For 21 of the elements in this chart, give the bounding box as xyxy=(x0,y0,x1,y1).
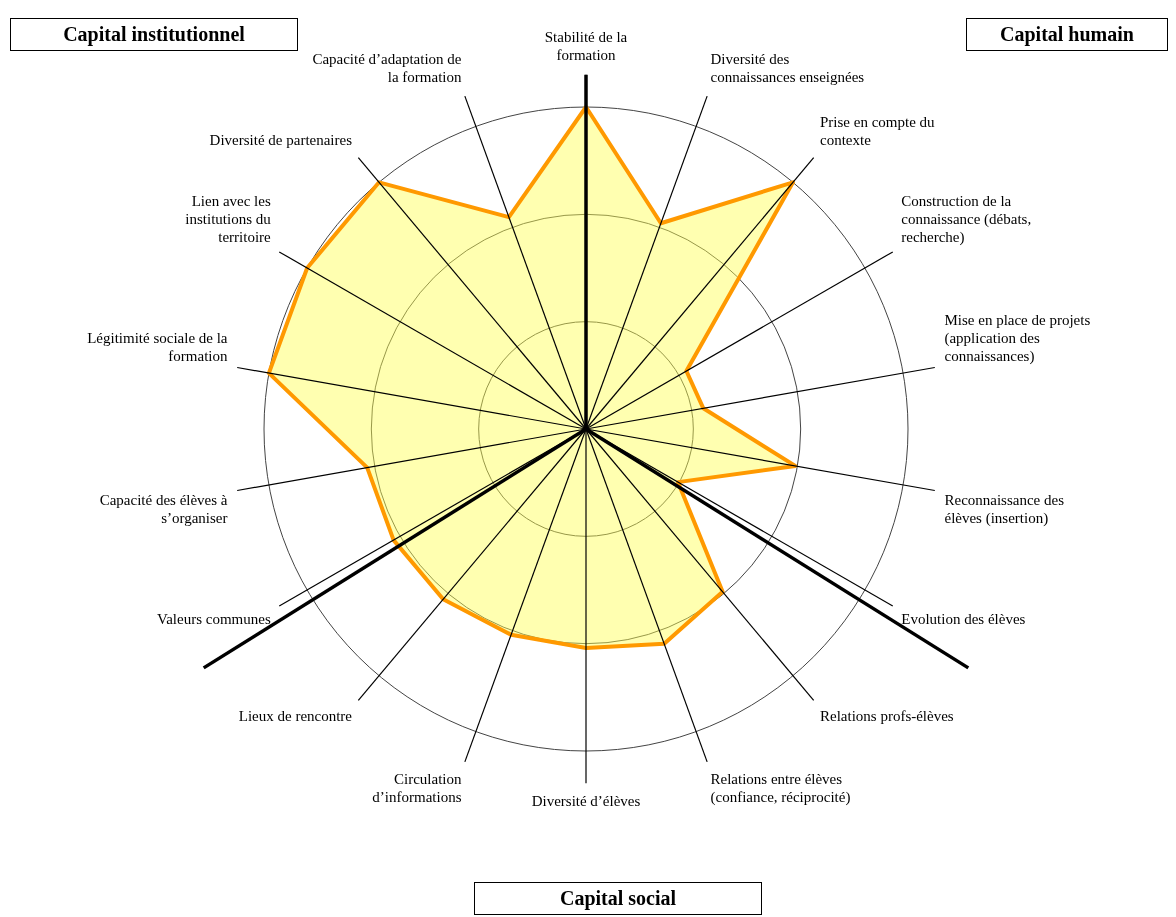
spoke-label: Légitimité sociale de la formation xyxy=(87,329,229,364)
spoke-label: Capacité d’adaptation de la formation xyxy=(312,50,462,85)
spoke-label: Circulation d’informations xyxy=(372,770,462,805)
text: Capital humain xyxy=(966,18,1168,51)
spoke-label: Lien avec les institutions du territoire xyxy=(185,192,272,245)
text: Capital institutionnel xyxy=(10,18,298,51)
text: Capital social xyxy=(474,882,762,915)
spoke-label: Reconnaissance des élèves (insertion) xyxy=(944,492,1065,528)
spoke-label: Mise en place de projets (application des connaissances) xyxy=(944,311,1091,365)
spoke-label: Valeurs communes xyxy=(157,610,271,627)
spoke-label: Evolution des élèves xyxy=(901,610,1026,627)
spoke-label: Diversité des connaissances enseignées xyxy=(710,50,865,85)
spoke-label: Construction de la connaissance (débats, recherche) xyxy=(901,192,1032,246)
spoke-label: Diversité de partenaires xyxy=(209,132,353,149)
spoke-label: Diversité d’élèves xyxy=(531,792,641,809)
spoke-label: Lieux de rencontre xyxy=(238,707,353,724)
spoke-label: Capacité des élèves à s’organiser xyxy=(99,492,228,527)
spoke-label: Stabilité de la formation xyxy=(544,28,628,63)
spoke-label: Relations entre élèves (confiance, réciprocité) xyxy=(710,770,851,806)
spoke-label: Relations profs-élèves xyxy=(819,707,954,724)
spoke-label: Prise en compte du contexte xyxy=(819,114,936,149)
